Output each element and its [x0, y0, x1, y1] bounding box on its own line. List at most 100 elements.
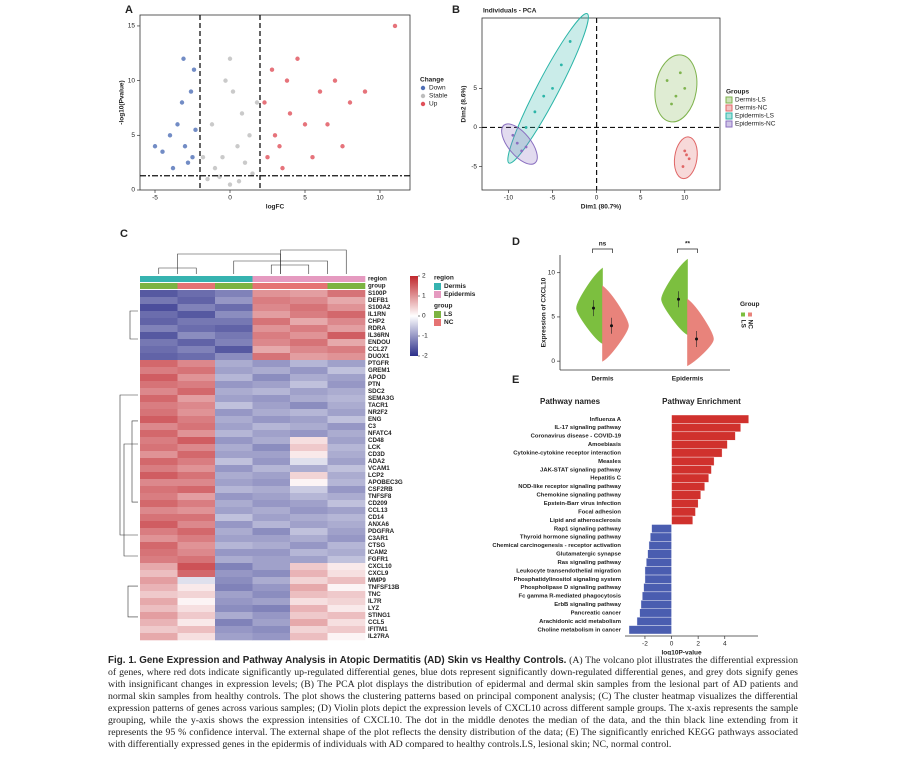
annotation-title: group [368, 283, 386, 290]
heatmap-cell [177, 353, 216, 361]
heatmap-cell [252, 549, 291, 557]
data-point [310, 154, 315, 160]
heatmap-cell [215, 479, 253, 487]
heatmap-cell [252, 500, 291, 508]
heatmap-cell [140, 570, 178, 578]
gene-label: CXCL10 [368, 563, 392, 570]
group-ellipse [507, 13, 589, 164]
data-point [683, 86, 687, 90]
bar [643, 583, 672, 593]
heatmap-cell [140, 528, 178, 536]
data-point [235, 144, 240, 149]
legend-label: NC [746, 320, 753, 330]
heatmap-cell [177, 290, 216, 298]
gene-label: ENG [368, 416, 382, 423]
heatmap-cell [252, 311, 291, 319]
gene-label: MMP9 [368, 577, 386, 584]
data-point [347, 100, 353, 105]
pathway-label: ErbB signaling pathway [554, 602, 621, 608]
annotation-cell [215, 276, 253, 282]
heatmap-cell [327, 367, 366, 375]
heatmap-cell [140, 367, 178, 375]
bar [642, 591, 672, 601]
bar [671, 482, 705, 492]
heatmap-cell [252, 388, 291, 396]
heatmap-cell [327, 563, 366, 571]
data-point [340, 144, 345, 149]
gene-label: ADA2 [368, 458, 385, 465]
heatmap-cell [215, 423, 253, 431]
heatmap-cell [215, 290, 253, 298]
heatmap-cell [252, 395, 291, 403]
y-tick-label: 0 [473, 124, 477, 131]
data-point [295, 56, 300, 61]
color-bar-label: 0 [422, 313, 426, 320]
heatmap-cell [140, 563, 178, 571]
data-point [250, 171, 255, 176]
heatmap-cell [215, 367, 253, 375]
heatmap-cell [215, 500, 253, 508]
legend-label: Up [429, 101, 438, 108]
heatmap-cell [290, 577, 328, 585]
row-dendrogram [127, 585, 138, 618]
legend-label: Stable [429, 93, 448, 100]
data-point [188, 89, 194, 94]
heatmap-cell [215, 374, 253, 382]
median-point [592, 306, 595, 310]
heatmap-cell [327, 472, 366, 480]
heatmap-cell [215, 311, 253, 319]
heatmap-cell [327, 612, 366, 620]
pathway-label: Focal adhesion [578, 509, 621, 515]
heatmap-cell [140, 605, 178, 613]
x-tick-label: -5 [152, 195, 158, 202]
legend-title: Group [740, 301, 760, 308]
heatmap-cell [177, 556, 216, 564]
bar [671, 456, 715, 466]
half-violin [687, 298, 714, 367]
heatmap-cell [140, 297, 178, 305]
pathway-label: Pancreatic cancer [571, 611, 622, 617]
heatmap-cell [252, 402, 291, 410]
heatmap-cell [252, 458, 291, 466]
gene-label: CCL13 [368, 507, 388, 514]
heatmap-cell [140, 318, 178, 326]
heatmap-cell [327, 360, 366, 368]
heatmap-cell [215, 563, 253, 571]
heatmap-cell [290, 472, 328, 480]
gene-label: ICAM2 [368, 549, 388, 556]
legend-label: NC [444, 319, 454, 326]
heatmap-cell [252, 577, 291, 585]
bar [671, 490, 702, 500]
x-axis-label: log10P-value [661, 650, 701, 655]
data-point [230, 89, 236, 94]
data-point [175, 122, 180, 127]
data-point [242, 160, 248, 165]
heatmap-cell [290, 402, 328, 410]
heatmap-cell [252, 486, 291, 494]
half-violin [661, 258, 688, 336]
heatmap-cell [177, 605, 216, 613]
y-tick-label: 10 [548, 269, 556, 276]
heatmap-cell [140, 542, 178, 550]
bar [646, 557, 672, 567]
data-point [317, 89, 323, 94]
heatmap-cell [327, 458, 366, 466]
bar [671, 499, 699, 508]
heatmap-cell [290, 290, 328, 298]
data-point [392, 23, 398, 29]
annotation-cell [252, 276, 291, 282]
legend-key [748, 312, 752, 317]
heatmap-cell [252, 507, 291, 515]
heatmap-cell [177, 437, 216, 445]
heatmap-cell [327, 549, 366, 557]
gene-label: NFATC4 [368, 430, 392, 437]
heatmap-cell [327, 332, 366, 340]
heatmap-cell [252, 605, 291, 613]
bar [640, 600, 672, 609]
x-tick-label: -5 [550, 195, 556, 202]
heatmap-cell [215, 521, 253, 529]
x-tick-label: 10 [376, 195, 384, 202]
heatmap-cell [177, 339, 216, 347]
color-bar-label: -1 [422, 333, 428, 340]
heatmap-cell [327, 542, 366, 550]
